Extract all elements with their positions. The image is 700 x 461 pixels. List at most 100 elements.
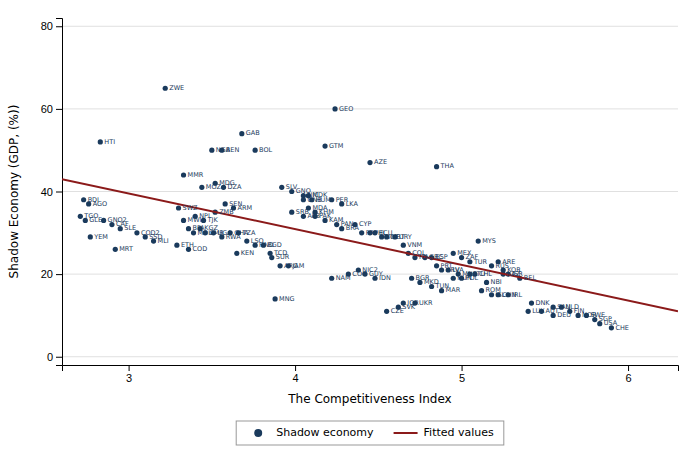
tick: 20 [41, 268, 62, 280]
point-label: IDN [379, 274, 391, 282]
point [186, 226, 191, 231]
point [234, 251, 239, 256]
fit-line [62, 179, 678, 311]
tick: 80 [41, 20, 62, 32]
tick-mark [129, 365, 130, 371]
point-label: MLI [158, 237, 169, 245]
point-label: DEU [557, 311, 571, 319]
point [273, 296, 278, 301]
legend: Shadow economy Fitted values [236, 421, 504, 445]
x-axis: 3 4 5 6 [63, 365, 679, 384]
point-label: TZA [241, 229, 255, 237]
point-label: SWZ [183, 204, 199, 212]
point [434, 164, 439, 169]
tick-mark [462, 365, 463, 371]
point-label: GLE [89, 216, 102, 224]
point [409, 276, 414, 281]
point-label: LUX [532, 307, 545, 315]
x-axis-title: The Competitiveness Index [287, 392, 451, 406]
point-label: ZWE [169, 84, 184, 92]
point-label: SUR [276, 253, 290, 261]
chart: 3456020406080The Competitiveness IndexSh… [0, 0, 700, 461]
point [476, 238, 481, 243]
point-label: DNK [535, 299, 550, 307]
tick: 4 [293, 365, 299, 384]
point [174, 243, 179, 248]
point-label: ESP [436, 253, 448, 261]
point-label: GTM [329, 142, 343, 150]
point-label: MOZ [206, 183, 222, 191]
point [434, 263, 439, 268]
point-label: ZMB [219, 208, 234, 216]
point-label: BEL [524, 274, 537, 282]
tick: 6 [625, 365, 631, 384]
tick: 5 [459, 365, 465, 384]
point-label: JAM [291, 262, 304, 270]
point-label: GEO [339, 105, 353, 113]
point-label: URY [399, 233, 412, 241]
point-label: BRA [346, 224, 360, 232]
point [244, 238, 249, 243]
legend-marker [394, 432, 418, 434]
point [113, 247, 118, 252]
legend-label: Fitted values [424, 426, 495, 439]
point [489, 263, 494, 268]
axis-line [56, 19, 63, 366]
tick-label: 6 [625, 372, 631, 384]
tick-label: 20 [41, 268, 53, 280]
point [451, 251, 456, 256]
tick: 3 [126, 365, 132, 384]
point-label: GAB [246, 129, 260, 137]
point-label: RUS [496, 262, 509, 270]
tick: 60 [41, 103, 62, 115]
point [98, 139, 103, 144]
point-label: THA [440, 162, 455, 170]
point-label: AZE [374, 158, 387, 166]
point-label: TJK [207, 216, 219, 224]
axis-line [63, 366, 679, 372]
point [279, 185, 284, 190]
point [277, 263, 282, 268]
tick-label: 80 [41, 20, 53, 32]
point [332, 106, 337, 111]
point-label: ARM [237, 204, 252, 212]
grid-line [62, 356, 678, 357]
legend-item: Fitted values [394, 426, 495, 439]
point [367, 160, 372, 165]
point [384, 309, 389, 314]
point-label: UKR [419, 299, 433, 307]
grid-line [62, 26, 678, 27]
tick-label: 4 [293, 372, 299, 384]
tick-mark [56, 357, 62, 358]
point-label: ITA [419, 253, 429, 261]
point [322, 143, 327, 148]
point-labels: HTIZWEBDIAGOTGOGLEYEMMRTMMRMDGMOZDZANGAB… [83, 84, 629, 332]
point-label: SVK [402, 303, 416, 311]
point [451, 276, 456, 281]
point [289, 210, 294, 215]
tick-label: 5 [459, 372, 465, 384]
point-label: COD [193, 245, 208, 253]
point [301, 197, 306, 202]
point-label: YEM [93, 233, 108, 241]
tick: 40 [41, 186, 62, 198]
tick-label: 40 [41, 186, 53, 198]
point-label: TUR [473, 258, 488, 266]
point-label: KAZ [507, 270, 521, 278]
point [78, 214, 83, 219]
point [239, 131, 244, 136]
point-label: CYP [359, 220, 371, 228]
point [401, 243, 406, 248]
tick-mark [56, 274, 62, 275]
point-label: DZA [227, 183, 241, 191]
tick-label: 60 [41, 103, 53, 115]
point-label: BGD [267, 241, 281, 249]
point [526, 309, 531, 314]
point [209, 148, 214, 153]
point-label: KEN [241, 249, 254, 257]
point-label: NBI [491, 278, 502, 286]
point [253, 148, 258, 153]
point-label: IRL [512, 291, 522, 299]
point [479, 288, 484, 293]
legend-item: Shadow economy [254, 426, 374, 439]
